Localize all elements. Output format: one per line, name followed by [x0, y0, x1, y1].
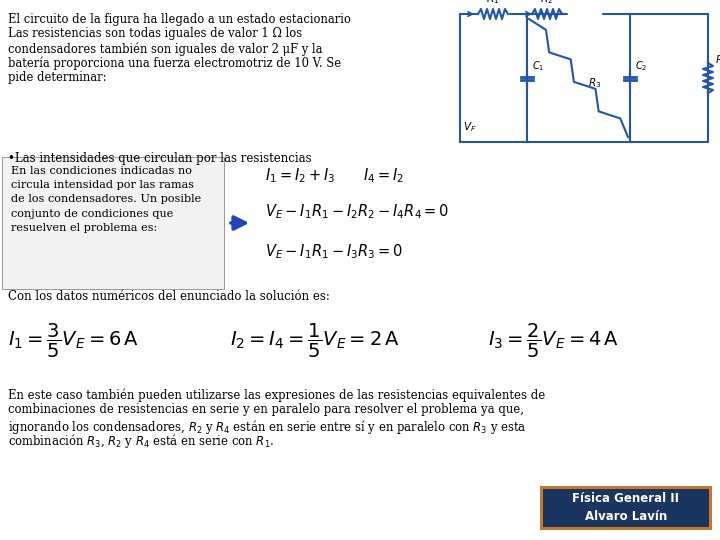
Text: $V_E - I_1R_1 - I_2R_2 - I_4R_4 = 0$: $V_E - I_1R_1 - I_2R_2 - I_4R_4 = 0$	[265, 202, 449, 221]
Text: Con los datos numéricos del enunciado la solución es:: Con los datos numéricos del enunciado la…	[8, 290, 330, 303]
Text: $R_2$: $R_2$	[541, 0, 554, 6]
Text: $R_3$: $R_3$	[588, 76, 601, 90]
FancyBboxPatch shape	[540, 486, 712, 530]
Text: pide determinar:: pide determinar:	[8, 71, 107, 84]
Text: batería proporciona una fuerza electromotriz de 10 V. Se: batería proporciona una fuerza electromo…	[8, 57, 341, 70]
Text: El circuito de la figura ha llegado a un estado estacionario: El circuito de la figura ha llegado a un…	[8, 13, 351, 26]
Text: $C_2$: $C_2$	[635, 59, 647, 73]
Text: combinación $R_3$, $R_2$ y $R_4$ está en serie con $R_1$.: combinación $R_3$, $R_2$ y $R_4$ está en…	[8, 433, 274, 450]
Text: En las condiciones indicadas no: En las condiciones indicadas no	[11, 166, 192, 176]
Text: $C_1$: $C_1$	[532, 59, 544, 73]
Text: En este caso también pueden utilizarse las expresiones de las resistencias equiv: En este caso también pueden utilizarse l…	[8, 388, 545, 402]
FancyBboxPatch shape	[543, 489, 709, 527]
Text: $V_F$: $V_F$	[463, 120, 477, 134]
Text: •Las intensidades que circulan por las resistencias: •Las intensidades que circulan por las r…	[8, 152, 312, 165]
Text: $I_1 = \dfrac{3}{5}V_E = 6\,\mathrm{A}$: $I_1 = \dfrac{3}{5}V_E = 6\,\mathrm{A}$	[8, 322, 139, 360]
Text: $V_E - I_1R_1 - I_3R_3 = 0$: $V_E - I_1R_1 - I_3R_3 = 0$	[265, 242, 403, 261]
Text: circula intensidad por las ramas: circula intensidad por las ramas	[11, 180, 194, 190]
Text: Física General II: Física General II	[572, 492, 680, 505]
Text: $I_3 = \dfrac{2}{5}V_E = 4\,\mathrm{A}$: $I_3 = \dfrac{2}{5}V_E = 4\,\mathrm{A}$	[488, 322, 619, 360]
Text: $I_2 = I_4 = \dfrac{1}{5}V_E = 2\,\mathrm{A}$: $I_2 = I_4 = \dfrac{1}{5}V_E = 2\,\mathr…	[230, 322, 400, 360]
FancyBboxPatch shape	[2, 157, 224, 289]
Text: Alvaro Lavín: Alvaro Lavín	[585, 510, 667, 523]
Text: $R_1$: $R_1$	[487, 0, 500, 6]
Text: de los condensadores. Un posible: de los condensadores. Un posible	[11, 194, 202, 205]
Text: conjunto de condiciones que: conjunto de condiciones que	[11, 208, 174, 219]
Text: $I_1 = I_2 + I_3 \qquad I_4 = I_2$: $I_1 = I_2 + I_3 \qquad I_4 = I_2$	[265, 166, 404, 185]
Text: $R_4$: $R_4$	[715, 53, 720, 67]
Text: combinaciones de resistencias en serie y en paralelo para resolver el problema y: combinaciones de resistencias en serie y…	[8, 403, 524, 416]
Text: resuelven el problema es:: resuelven el problema es:	[11, 223, 157, 233]
Text: ignorando los condensadores, $R_2$ y $R_4$ están en serie entre sí y en paralelo: ignorando los condensadores, $R_2$ y $R_…	[8, 417, 526, 436]
Text: condensadores también son iguales de valor 2 μF y la: condensadores también son iguales de val…	[8, 42, 323, 56]
Text: Las resistencias son todas iguales de valor 1 Ω los: Las resistencias son todas iguales de va…	[8, 28, 302, 40]
